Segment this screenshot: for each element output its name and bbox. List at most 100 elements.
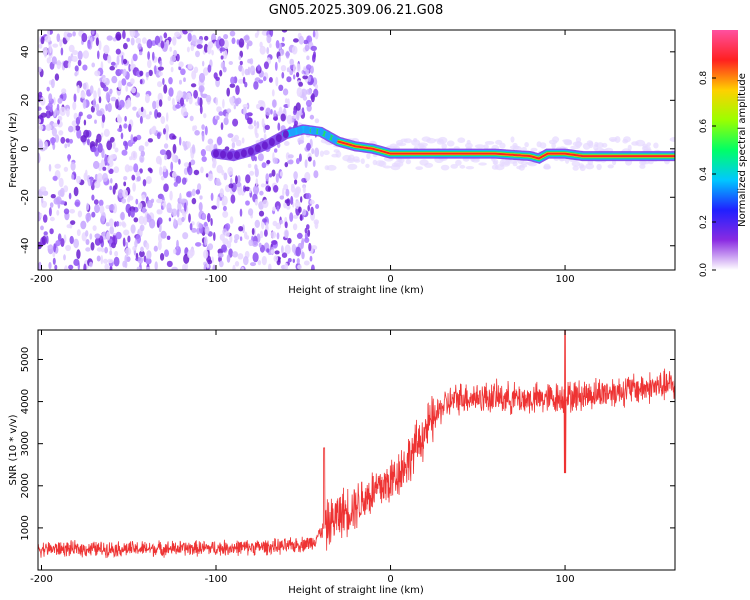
spectrogram-cell — [216, 164, 223, 174]
spectrogram-cell — [152, 51, 155, 61]
spectrogram-cell — [147, 59, 152, 69]
spectrogram-cell — [147, 138, 153, 143]
spectrogram-cell — [306, 142, 311, 151]
spectrogram-cell — [225, 113, 229, 119]
spectrogram-cell — [579, 164, 586, 172]
spectrogram-cell — [63, 208, 70, 215]
spectrogram-cell — [289, 58, 295, 66]
spectrogram-cell — [268, 173, 273, 178]
spectrogram-cell — [614, 136, 621, 143]
spectrogram-cell — [149, 168, 153, 174]
spectrogram-cell — [478, 162, 487, 166]
spectrogram-cell — [303, 260, 310, 266]
spectrogram-cell — [94, 237, 101, 246]
spectrogram-cell — [73, 186, 79, 197]
spectrogram-cell — [287, 154, 294, 159]
spectrogram-y-label: Frequency (Hz) — [8, 112, 19, 188]
spectrogram-cell — [396, 139, 404, 146]
spectrogram-cell — [284, 221, 288, 229]
spectrogram-cell — [42, 214, 48, 223]
spectrogram-cell — [301, 107, 305, 114]
spectrogram-cell — [215, 97, 218, 106]
spectrogram-cell — [154, 65, 157, 75]
spectrogram-cell — [252, 185, 260, 195]
spectrogram-cell — [93, 199, 99, 205]
spectrogram-cell — [157, 217, 163, 225]
spectrogram-cell — [163, 32, 168, 39]
spectrogram-cell — [145, 257, 152, 265]
spectrogram-cell — [178, 91, 184, 97]
snr-panel: -200 -100 0 100 1000 2000 3000 4000 5000 Height… — [8, 329, 676, 596]
spectrogram-cell — [42, 47, 48, 56]
spectrogram-cell — [94, 180, 101, 189]
snr-y-tick-label: 5000 — [20, 347, 31, 372]
spectrogram-cell — [204, 236, 208, 246]
spectrogram-cell — [289, 212, 294, 223]
spectrogram-cell — [232, 264, 236, 270]
spectrogram-cell — [184, 202, 187, 212]
spectrogram-cell — [276, 232, 280, 240]
spectrogram-cell — [132, 182, 136, 192]
spectrogram-cell — [39, 212, 43, 219]
spectrogram-cell — [244, 231, 248, 240]
spectrogram-cell — [89, 85, 94, 95]
spectrogram-cell — [176, 208, 180, 218]
snr-y-tick-label: 1000 — [20, 515, 31, 540]
spectrogram-cell — [278, 106, 283, 116]
spectrogram-cell — [243, 35, 250, 41]
spectrogram-cell — [306, 55, 310, 61]
spectrogram-cell — [91, 62, 95, 68]
spectrogram-cell — [181, 216, 185, 222]
spectrogram-cell — [186, 141, 191, 149]
spectrogram-cell — [226, 254, 231, 263]
spectrogram-ridge — [211, 124, 675, 164]
spectrogram-cell — [154, 261, 158, 270]
spectrogram-cell — [145, 71, 150, 78]
spectrogram-cell — [130, 37, 135, 46]
spectrogram-cell — [68, 192, 72, 200]
spectrogram-cell — [104, 246, 108, 254]
spectrogram-cell — [121, 221, 126, 227]
spectrogram-cell — [275, 173, 279, 184]
spectrogram-cell — [133, 163, 139, 173]
snr-x-axis: -200 -100 0 100 — [30, 330, 575, 585]
spectrogram-cell — [139, 224, 145, 232]
spectrogram-cell — [44, 35, 51, 43]
spectrogram-ridge-blob — [282, 130, 289, 139]
spectrogram-cell — [74, 71, 78, 77]
colorbar-tick-label: 0.6 — [699, 119, 709, 134]
spectrogram-cell — [238, 226, 244, 232]
spectrogram-cell — [564, 141, 573, 146]
spectrogram-cell — [250, 262, 256, 267]
spectrogram-cell — [207, 259, 213, 265]
spectrogram-cell — [254, 219, 260, 228]
spectrogram-cell — [186, 166, 190, 173]
spectrogram-cell — [80, 220, 87, 230]
spectrogram-cell — [112, 141, 116, 149]
spectrogram-cell — [260, 183, 266, 188]
spectrogram-cell — [97, 142, 103, 153]
spectrogram-cell — [235, 139, 242, 147]
spectrogram-cell — [259, 230, 264, 239]
spectrogram-cell — [43, 231, 48, 236]
spectrogram-cell — [254, 164, 258, 171]
spectrogram-cell — [200, 149, 206, 157]
spectrogram-cell — [280, 113, 286, 122]
spectrogram-cell — [297, 264, 302, 270]
spectrogram-cell — [66, 108, 70, 118]
spectrogram-cell — [200, 87, 203, 97]
spectrogram-cell — [187, 250, 194, 259]
spectrogram-cell — [108, 218, 114, 228]
spectrogram-cell — [272, 220, 278, 227]
spectrogram-cell — [52, 43, 59, 48]
spectrogram-cell — [182, 30, 189, 35]
spectrogram-cell — [393, 160, 404, 168]
spectrogram-cell — [640, 161, 650, 165]
spectrogram-cell — [56, 59, 62, 70]
spectrogram-cell — [162, 78, 165, 85]
spectrogram-cell — [56, 209, 60, 216]
spectrogram-cell — [55, 196, 62, 205]
spectrogram-y-tick-label: -20 — [20, 189, 31, 205]
spectrogram-cell — [115, 231, 122, 240]
spectrogram-cell — [50, 78, 55, 89]
